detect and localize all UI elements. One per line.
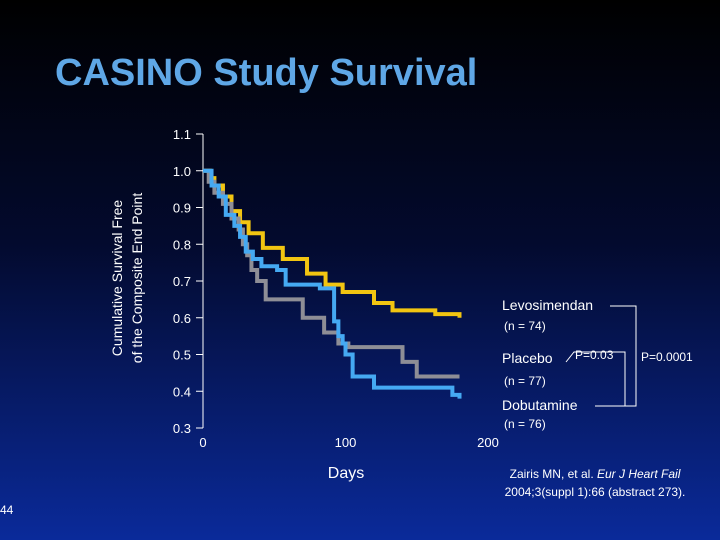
x-tick-label: 100 xyxy=(335,435,357,450)
y-tick-label: 0.8 xyxy=(173,237,191,252)
bracket-placebo-dobutamine xyxy=(565,351,626,407)
p-value-levosimendan-vs-dobutamine: P=0.0001 xyxy=(641,350,693,364)
x-axis-label: Days xyxy=(328,465,364,482)
y-axis-label-line1: Cumulative Survival Free xyxy=(109,200,125,357)
legend-dobutamine-n: (n = 76) xyxy=(504,417,546,431)
x-tick-label: 200 xyxy=(477,435,499,450)
y-axis-label-line2: of the Composite End Point xyxy=(129,193,145,364)
survival-curves xyxy=(203,168,462,399)
y-tick-label: 0.9 xyxy=(173,201,191,216)
y-tick-label: 0.5 xyxy=(173,348,191,363)
y-tick-label: 1.0 xyxy=(173,164,191,179)
slide-title: CASINO Study Survival xyxy=(55,52,478,94)
y-tick-label: 1.1 xyxy=(173,127,191,142)
significance-brackets xyxy=(565,305,637,407)
legend-levosimendan-n: (n = 74) xyxy=(504,319,546,333)
x-tick-label: 0 xyxy=(199,435,206,450)
citation-authors: Zairis MN, et al. xyxy=(509,467,597,481)
legend-placebo-n: (n = 77) xyxy=(504,374,546,388)
y-tick-label: 0.3 xyxy=(173,421,191,436)
p-value-placebo-vs-dobutamine: P=0.03 xyxy=(575,348,614,362)
bracket-levosimendan-dobutamine xyxy=(610,305,637,407)
citation-line1: Zairis MN, et al. Eur J Heart Fail xyxy=(470,465,720,483)
curve-placebo xyxy=(203,168,460,379)
legend-dobutamine-name: Dobutamine xyxy=(502,397,578,413)
citation: Zairis MN, et al. Eur J Heart Fail 2004;… xyxy=(470,465,720,501)
citation-line2: 2004;3(suppl 1):66 (abstract 273). xyxy=(504,485,686,499)
curve-dobutamine xyxy=(203,168,462,399)
y-tick-label: 0.7 xyxy=(173,274,191,289)
legend-placebo-name: Placebo xyxy=(502,350,553,366)
chart-axes: 1.1 1.0 0.9 0.8 0.7 0.6 0.5 0.4 0.3 0 100 200 xyxy=(173,127,499,450)
slide-number: 44 xyxy=(0,503,14,517)
y-tick-label: 0.4 xyxy=(173,384,191,399)
legend-levosimendan-name: Levosimendan xyxy=(502,297,593,313)
y-tick-label: 0.6 xyxy=(173,311,191,326)
citation-journal: Eur J Heart Fail xyxy=(597,467,681,481)
curve-levosimendan xyxy=(203,168,462,318)
